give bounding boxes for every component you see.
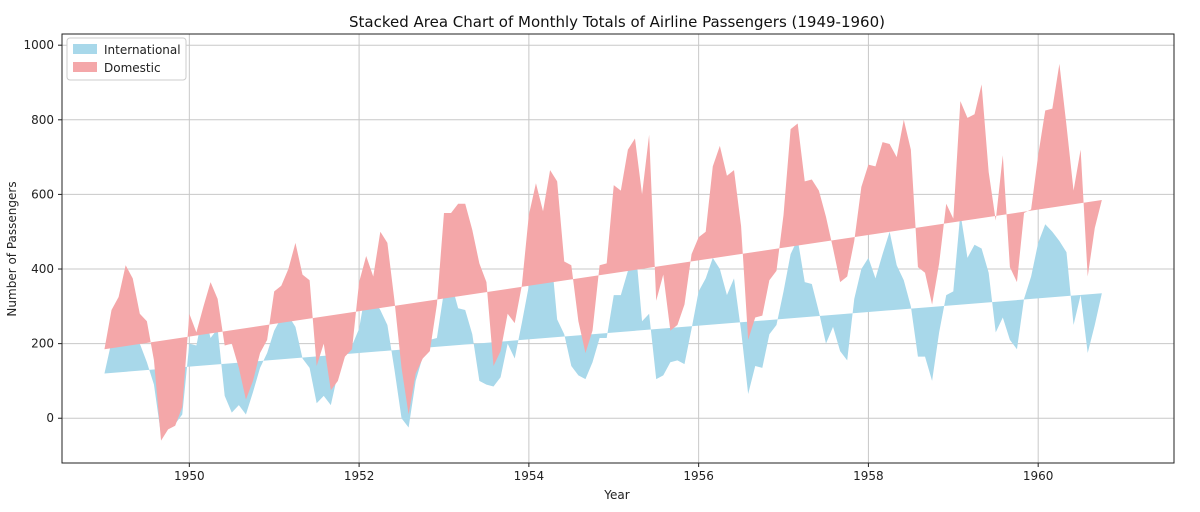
x-axis-label: Year	[603, 488, 629, 502]
y-tick-label: 800	[31, 113, 54, 127]
y-tick-label: 0	[46, 411, 54, 425]
legend-label-international: International	[104, 43, 181, 57]
tick-layer: 1950 1952 1954 1956 1958 1960 0 200 400 600 800 100…	[23, 38, 1053, 483]
y-tick-label: 600	[31, 187, 54, 201]
x-tick-label: 1958	[853, 469, 884, 483]
legend: International Domestic	[66, 37, 187, 81]
legend-swatch-domestic	[73, 62, 97, 72]
x-tick-label: 1954	[514, 469, 545, 483]
x-tick-label: 1956	[683, 469, 714, 483]
y-axis-label: Number of Passengers	[5, 181, 19, 316]
x-tick-label: 1952	[344, 469, 375, 483]
legend-label-domestic: Domestic	[104, 61, 161, 75]
x-tick-label: 1950	[174, 469, 205, 483]
plot-frame	[61, 33, 1175, 464]
legend-swatch-international	[73, 44, 97, 54]
y-tick-label: 1000	[23, 38, 54, 52]
x-tick-label: 1960	[1023, 469, 1054, 483]
y-tick-label: 200	[31, 337, 54, 351]
y-tick-label: 400	[31, 262, 54, 276]
chart-title: Stacked Area Chart of Monthly Totals of …	[349, 13, 885, 31]
